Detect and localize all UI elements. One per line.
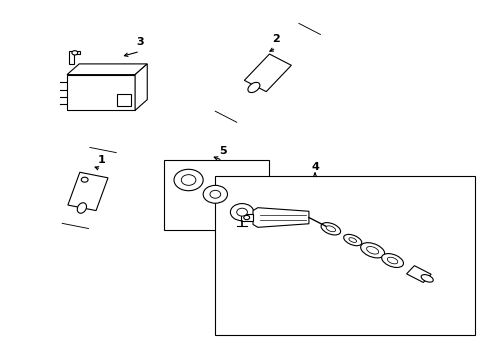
Ellipse shape xyxy=(321,222,340,235)
Polygon shape xyxy=(252,208,308,227)
Text: 2: 2 xyxy=(272,34,280,44)
Circle shape xyxy=(81,177,88,182)
Ellipse shape xyxy=(386,257,397,264)
Text: 1: 1 xyxy=(97,156,105,165)
Ellipse shape xyxy=(77,203,86,213)
Ellipse shape xyxy=(174,169,203,191)
Ellipse shape xyxy=(325,226,335,232)
Bar xyxy=(215,176,474,336)
Ellipse shape xyxy=(360,243,384,258)
Ellipse shape xyxy=(230,203,253,221)
Polygon shape xyxy=(244,54,291,92)
Ellipse shape xyxy=(181,175,196,185)
Ellipse shape xyxy=(209,190,220,198)
Bar xyxy=(67,75,135,111)
Polygon shape xyxy=(241,214,252,221)
Ellipse shape xyxy=(348,238,356,242)
Text: 4: 4 xyxy=(310,162,318,172)
Text: 5: 5 xyxy=(218,147,226,157)
Ellipse shape xyxy=(203,185,227,203)
Polygon shape xyxy=(68,172,108,211)
Text: 3: 3 xyxy=(136,37,143,48)
Polygon shape xyxy=(406,266,430,283)
Bar xyxy=(116,94,131,106)
Ellipse shape xyxy=(247,82,259,93)
Polygon shape xyxy=(69,51,80,64)
Ellipse shape xyxy=(343,234,361,246)
Ellipse shape xyxy=(420,275,432,282)
Bar xyxy=(164,160,268,230)
Polygon shape xyxy=(135,64,147,111)
Circle shape xyxy=(244,215,249,220)
Polygon shape xyxy=(67,64,147,75)
Circle shape xyxy=(72,51,78,55)
Ellipse shape xyxy=(236,208,247,216)
Ellipse shape xyxy=(366,247,378,254)
Ellipse shape xyxy=(381,253,403,267)
